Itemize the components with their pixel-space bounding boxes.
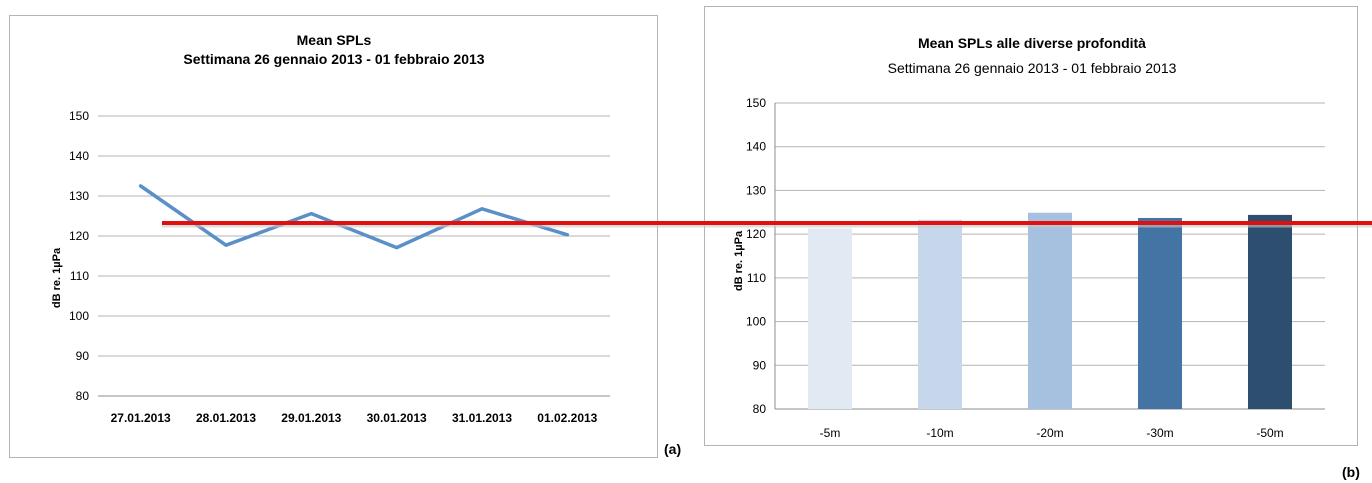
- y-tick-label: 100: [69, 309, 89, 323]
- y-tick-label: 140: [746, 140, 766, 154]
- x-tick-label: 30.01.2013: [367, 411, 427, 425]
- y-tick-label: 120: [746, 227, 766, 241]
- line-chart: Mean SPLs Settimana 26 gennaio 2013 - 01…: [51, 32, 610, 425]
- y-tick-label: 150: [69, 109, 89, 123]
- y-tick-label: 110: [70, 269, 89, 283]
- chart-panel-a: Mean SPLs Settimana 26 gennaio 2013 - 01…: [9, 15, 658, 458]
- bar: [808, 228, 852, 409]
- y-tick-label: 100: [746, 315, 766, 329]
- chart-panel-b: Mean SPLs alle diverse profondità Settim…: [704, 6, 1358, 446]
- y-tick-label: 110: [747, 271, 766, 285]
- chart-title: Mean SPLs: [297, 32, 372, 48]
- chart-title: Mean SPLs alle diverse profondità: [918, 35, 1146, 51]
- panel-label-b: (b): [1342, 464, 1360, 480]
- bar: [1028, 212, 1072, 409]
- y-tick-label: 90: [76, 349, 90, 363]
- x-tick-label: 01.02.2013: [537, 411, 597, 425]
- y-tick-label: 90: [753, 358, 767, 372]
- y-tick-label: 130: [69, 189, 89, 203]
- y-tick-label: 80: [753, 402, 767, 416]
- y-axis-label: dB re. 1µPa: [51, 247, 63, 308]
- x-tick-label: -50m: [1256, 426, 1283, 440]
- x-tick-label: -5m: [820, 426, 841, 440]
- x-tick-label: -30m: [1146, 426, 1173, 440]
- x-tick-label: -20m: [1036, 426, 1063, 440]
- chart-subtitle: Settimana 26 gennaio 2013 - 01 febbraio …: [183, 51, 484, 67]
- y-tick-label: 80: [76, 389, 90, 403]
- bar: [1248, 214, 1292, 409]
- y-tick-label: 140: [69, 149, 89, 163]
- x-tick-label: 29.01.2013: [281, 411, 341, 425]
- y-tick-label: 150: [746, 96, 766, 110]
- x-tick-label: 28.01.2013: [196, 411, 256, 425]
- y-tick-label: 120: [69, 229, 89, 243]
- chart-subtitle: Settimana 26 gennaio 2013 - 01 febbraio …: [888, 60, 1177, 76]
- x-tick-label: 31.01.2013: [452, 411, 512, 425]
- bar: [918, 219, 962, 409]
- x-tick-label: 27.01.2013: [111, 411, 171, 425]
- bar: [1138, 217, 1182, 409]
- panel-label-a: (a): [664, 441, 682, 457]
- y-tick-label: 130: [746, 183, 766, 197]
- series-line: [138, 184, 570, 250]
- y-axis-label: dB re. 1µPa: [733, 230, 745, 291]
- x-tick-label: -10m: [926, 426, 953, 440]
- bar-chart: Mean SPLs alle diverse profondità Settim…: [733, 35, 1325, 440]
